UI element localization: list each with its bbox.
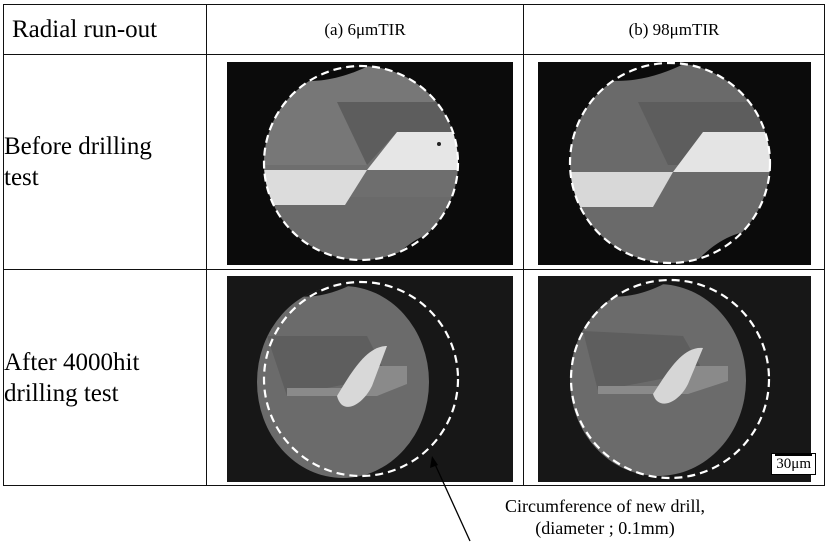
micrograph-after-a [227,276,513,482]
cell-before-a [206,54,524,270]
micrograph-after-b [538,276,811,482]
scale-bar-label: 30μm [776,456,811,472]
row-before: Before drilling test [3,54,825,270]
row-label-before: Before drilling test [3,54,207,270]
micrograph-before-a [227,62,513,265]
scale-bar: 30μm [771,453,816,475]
row-label-before-line2: test [4,164,39,191]
corner-label: Radial run-out [3,4,207,55]
cell-after-b: 30μm [523,269,825,486]
row-label-after: After 4000hit drilling test [3,269,207,486]
row-after: After 4000hit drilling test [3,269,825,486]
callout-line1: Circumference of new drill, [505,496,705,516]
column-header-a: (a) 6μmTIR [206,4,524,55]
callout-line2: (diameter ; 0.1mm) [535,518,675,538]
header-row: Radial run-out (a) 6μmTIR (b) 98μmTIR [3,4,825,55]
column-header-b: (b) 98μmTIR [523,4,825,55]
cell-after-a [206,269,524,486]
row-label-before-line1: Before drilling [4,133,152,160]
row-label-after-line1: After 4000hit [4,348,140,376]
micrograph-before-b [538,62,811,265]
figure-table: Radial run-out (a) 6μmTIR (b) 98μmTIR Be… [3,4,825,486]
scale-bar-line [775,453,812,456]
cell-before-b [523,54,825,270]
callout-text: Circumference of new drill, (diameter ; … [455,495,755,539]
row-label-after-line2: drilling test [4,379,119,407]
